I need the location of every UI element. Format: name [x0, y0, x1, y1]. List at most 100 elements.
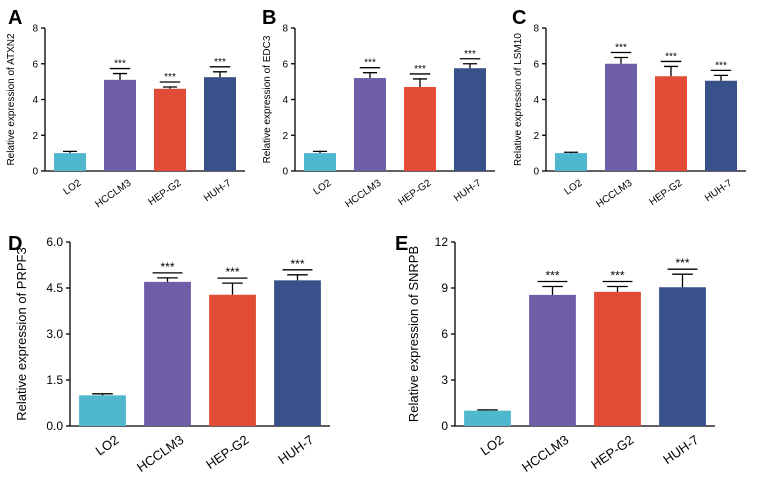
error-bar — [112, 72, 128, 80]
y-tick-label: 0 — [533, 167, 539, 178]
significance-label: *** — [610, 268, 624, 282]
error-bar — [92, 393, 113, 396]
bar-hcclm3 — [354, 78, 386, 171]
y-tick-label: 6.0 — [46, 235, 63, 249]
error-bar — [563, 151, 579, 154]
x-tick-label: HUH-7 — [452, 177, 484, 204]
x-tick-label: HCCLM3 — [594, 177, 634, 210]
panel-letter: B — [262, 7, 276, 29]
y-axis-label: Relative expression of PRPF3 — [14, 247, 29, 420]
bar-huh-7 — [454, 68, 486, 171]
panel-letter: C — [512, 7, 526, 29]
y-tick-label: 2 — [32, 131, 38, 142]
error-bar — [162, 86, 178, 89]
x-tick-label: LO2 — [62, 177, 84, 197]
error-bar — [542, 285, 563, 295]
y-tick-label: 6 — [533, 59, 539, 70]
x-tick-label: LO2 — [478, 432, 507, 458]
y-tick-label: 6 — [282, 59, 288, 70]
significance-label: *** — [545, 268, 559, 282]
significance-label: *** — [715, 60, 727, 71]
error-bar — [462, 63, 478, 69]
significance-label: *** — [290, 257, 304, 271]
y-tick-label: 9 — [441, 281, 448, 295]
significance-label: *** — [665, 51, 677, 62]
error-bar — [713, 74, 729, 81]
bar-hep-g2 — [655, 76, 687, 171]
panel-e: E 0 3 6 9 12 Relative expression of SNRPB LO2 **… — [395, 233, 715, 475]
significance-label: *** — [160, 260, 174, 274]
bar-huh-7 — [705, 80, 737, 171]
panel-letter: E — [395, 233, 408, 255]
error-bar — [222, 282, 243, 295]
error-bar — [62, 150, 78, 154]
significance-label: *** — [214, 57, 226, 68]
y-axis-label: Relative expression of ATXN2 — [6, 33, 17, 166]
error-bar — [672, 273, 693, 288]
panel-b: B 0 2 4 6 8 Relative expression of EDC3 LO2 *** H… — [262, 7, 495, 210]
y-axis-label: Relative expression of SNRPB — [406, 246, 421, 422]
y-tick-label: 2 — [533, 131, 539, 142]
panel-a: A 0 2 4 6 8 Relative expression of ATXN2 LO2 ***… — [6, 7, 245, 210]
y-tick-label: 8 — [282, 24, 288, 35]
x-tick-label: HEP-G2 — [397, 177, 434, 208]
error-bar — [312, 150, 328, 154]
significance-label: *** — [414, 64, 426, 75]
error-bar — [613, 56, 629, 64]
y-tick-label: 3 — [441, 373, 448, 387]
x-tick-label: HUH-7 — [275, 432, 316, 467]
y-axis-label: Relative expression of EDC3 — [262, 35, 273, 163]
x-tick-label: HCCLM3 — [343, 177, 383, 210]
y-tick-label: 2 — [282, 131, 288, 142]
error-bar — [607, 285, 628, 292]
y-tick-label: 0.0 — [46, 419, 63, 433]
y-tick-label: 4.5 — [46, 281, 63, 295]
x-tick-label: HEP-G2 — [648, 177, 685, 208]
panel-d: D 0.0 1.5 3.0 4.5 6.0 Relative expression of P… — [8, 233, 330, 475]
bar-hcclm3 — [144, 281, 191, 426]
bar-hcclm3 — [104, 79, 136, 171]
panel-letter: A — [8, 7, 22, 29]
x-tick-label: HEP-G2 — [203, 432, 251, 472]
significance-label: *** — [164, 72, 176, 83]
panel-letter: D — [8, 233, 22, 255]
panel-c: C 0 2 4 6 8 Relative expression of LSM10 LO2 ***… — [512, 7, 746, 210]
y-tick-label: 0 — [441, 419, 448, 433]
x-tick-label: HCCLM3 — [93, 177, 133, 210]
error-bar — [477, 409, 498, 411]
bar-huh-7 — [659, 287, 706, 426]
x-tick-label: HUH-7 — [703, 177, 735, 204]
y-tick-label: 0 — [282, 167, 288, 178]
error-bar — [212, 71, 228, 78]
y-tick-label: 4 — [282, 95, 288, 106]
significance-label: *** — [225, 265, 239, 279]
x-tick-label: HEP-G2 — [588, 432, 636, 472]
x-tick-label: HUH-7 — [660, 432, 701, 467]
bar-lo2 — [304, 153, 336, 171]
y-tick-label: 6 — [441, 327, 448, 341]
significance-label: *** — [675, 256, 689, 270]
x-tick-label: HEP-G2 — [147, 177, 184, 208]
y-tick-label: 6 — [32, 59, 38, 70]
y-tick-label: 12 — [435, 235, 449, 249]
bar-huh-7 — [204, 77, 236, 171]
bar-lo2 — [79, 395, 126, 426]
significance-label: *** — [114, 59, 126, 70]
bar-lo2 — [555, 153, 587, 171]
bar-hcclm3 — [529, 294, 576, 426]
y-tick-label: 0 — [32, 167, 38, 178]
y-tick-label: 4 — [533, 95, 539, 106]
y-axis-label: Relative expression of LSM10 — [513, 33, 524, 166]
x-tick-label: LO2 — [563, 177, 585, 197]
bar-lo2 — [464, 410, 511, 426]
bar-hep-g2 — [154, 88, 186, 171]
y-tick-label: 1.5 — [46, 373, 63, 387]
bar-hep-g2 — [404, 86, 436, 171]
x-tick-label: LO2 — [312, 177, 334, 197]
y-tick-label: 8 — [32, 24, 38, 35]
y-tick-label: 3.0 — [46, 327, 63, 341]
x-tick-label: HCCLM3 — [519, 432, 571, 475]
error-bar — [412, 78, 428, 87]
error-bar — [663, 65, 679, 77]
y-tick-label: 4 — [32, 95, 38, 106]
